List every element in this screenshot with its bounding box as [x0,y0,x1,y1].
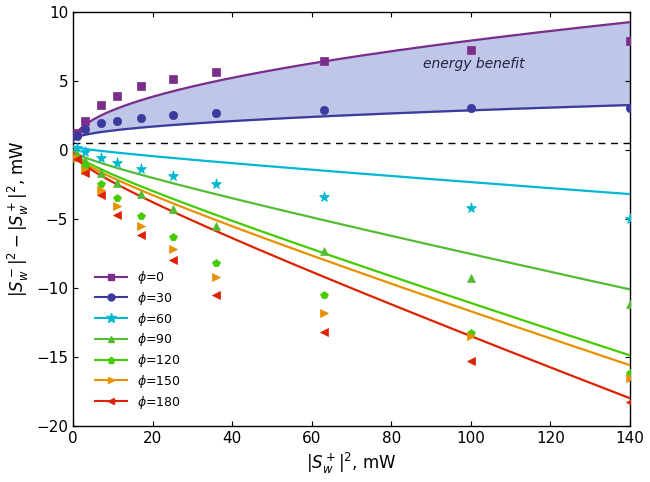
Legend: $\phi$=0, $\phi$=30, $\phi$=60, $\phi$=90, $\phi$=120, $\phi$=150, $\phi$=180: $\phi$=0, $\phi$=30, $\phi$=60, $\phi$=9… [90,264,185,415]
X-axis label: $|S_w^+|^2$, mW: $|S_w^+|^2$, mW [306,451,396,476]
Text: energy benefit: energy benefit [423,57,525,71]
Y-axis label: $|S_w^-|^2 - |S_w^+|^2$, mW: $|S_w^-|^2 - |S_w^+|^2$, mW [6,140,31,297]
